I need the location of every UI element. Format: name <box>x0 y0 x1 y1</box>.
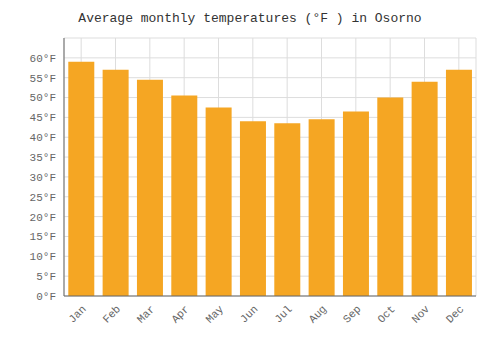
svg-text:60°F: 60°F <box>30 53 56 65</box>
html-text:Average monthly temperatures (: Average monthly temperatures (°F ) in Os… <box>78 11 422 26</box>
svg-text:30°F: 30°F <box>30 172 56 184</box>
svg-text:Feb: Feb <box>101 303 123 325</box>
svg-text:15°F: 15°F <box>30 231 56 243</box>
svg-text:50°F: 50°F <box>30 92 56 104</box>
svg-text:5°F: 5°F <box>36 271 56 283</box>
svg-text:Jun: Jun <box>238 303 260 325</box>
svg-text:10°F: 10°F <box>30 251 56 263</box>
svg-text:Mar: Mar <box>135 303 157 325</box>
svg-text:35°F: 35°F <box>30 152 56 164</box>
svg-text:Oct: Oct <box>375 303 397 325</box>
svg-text:May: May <box>204 303 227 326</box>
svg-text:Nov: Nov <box>410 303 433 326</box>
svg-text:25°F: 25°F <box>30 192 56 204</box>
svg-text:Jan: Jan <box>66 303 88 325</box>
svg-text:55°F: 55°F <box>30 73 56 85</box>
svg-text:Apr: Apr <box>169 303 191 325</box>
svg-text:Aug: Aug <box>307 303 329 325</box>
svg-text:Jul: Jul <box>272 303 294 325</box>
svg-text:Sep: Sep <box>341 303 363 325</box>
svg-text:20°F: 20°F <box>30 212 56 224</box>
svg-text:45°F: 45°F <box>30 112 56 124</box>
svg-text:0°F: 0°F <box>36 291 56 303</box>
svg-text:40°F: 40°F <box>30 132 56 144</box>
svg-text:Dec: Dec <box>444 303 466 325</box>
